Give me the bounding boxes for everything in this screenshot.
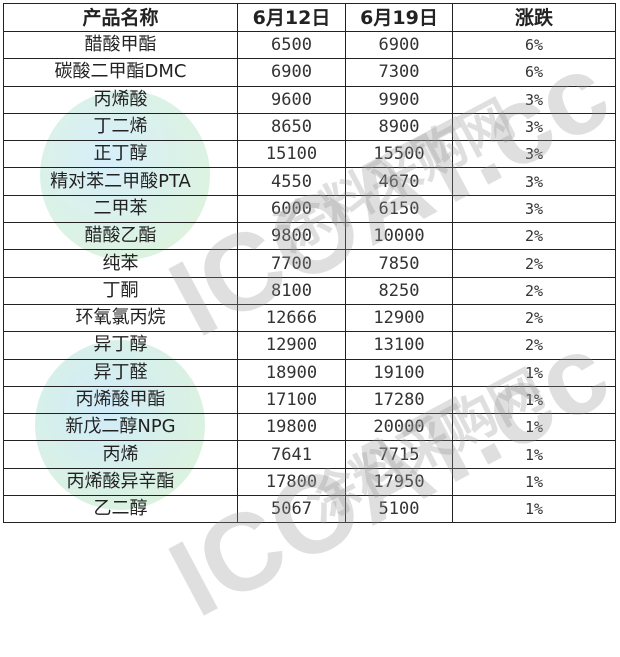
product-name: 丙烯酸 — [3, 85, 238, 114]
price-jun19: 10000 — [345, 222, 453, 251]
change-percent: 1% — [452, 440, 616, 469]
product-name: 碳酸二甲酯DMC — [3, 58, 238, 87]
change-percent: 1% — [452, 358, 616, 387]
product-name: 精对苯二甲酸PTA — [3, 167, 238, 196]
price-jun19: 8250 — [345, 276, 453, 305]
price-jun19: 6150 — [345, 194, 453, 224]
product-name: 异丁醛 — [3, 358, 238, 387]
table-row: 二甲苯 6000 6150 3% — [3, 194, 616, 224]
change-percent: 2% — [452, 276, 616, 305]
table-row: 丙烯 7641 7715 1% — [3, 440, 616, 469]
price-jun12: 18900 — [237, 358, 346, 387]
table-row: 乙二醇 5067 5100 1% — [3, 495, 616, 524]
header-date-2: 6月19日 — [345, 3, 453, 32]
change-percent: 6% — [452, 58, 616, 87]
watermark: ICOAT.cc — [150, 308, 620, 641]
table-row: 醋酸甲酯 6500 6900 6% — [3, 30, 616, 60]
table-row: 异丁醛 18900 19100 1% — [3, 358, 616, 387]
price-jun12: 19800 — [237, 413, 346, 442]
price-jun19: 7850 — [345, 249, 453, 278]
price-jun19: 12900 — [345, 303, 453, 333]
price-jun12: 12900 — [237, 331, 346, 360]
product-name: 新戊二醇NPG — [3, 413, 238, 442]
change-percent: 2% — [452, 249, 616, 278]
price-table: 产品名称 6月12日 6月19日 涨跌 醋酸甲酯 6500 6900 6% 碳酸二甲酯D… — [3, 3, 616, 524]
header-row: 产品名称 6月12日 6月19日 涨跌 — [3, 3, 616, 32]
price-jun12: 9600 — [237, 85, 346, 114]
price-jun12: 8650 — [237, 112, 346, 142]
price-jun12: 4550 — [237, 167, 346, 196]
table-row: 碳酸二甲酯DMC 6900 7300 6% — [3, 58, 616, 87]
price-jun19: 6900 — [345, 30, 453, 60]
change-percent: 3% — [452, 85, 616, 114]
price-jun12: 5067 — [237, 495, 346, 524]
change-percent: 3% — [452, 112, 616, 142]
product-name: 乙二醇 — [3, 495, 238, 524]
product-name: 丙烯酸甲酯 — [3, 385, 238, 415]
header-change: 涨跌 — [452, 3, 616, 32]
product-name: 丙烯 — [3, 440, 238, 469]
product-name: 二甲苯 — [3, 194, 238, 224]
price-jun12: 6000 — [237, 194, 346, 224]
price-jun19: 5100 — [345, 495, 453, 524]
header-date-1: 6月12日 — [237, 3, 346, 32]
product-name: 异丁醇 — [3, 331, 238, 360]
price-jun19: 13100 — [345, 331, 453, 360]
product-name: 醋酸乙酯 — [3, 222, 238, 251]
table-row: 纯苯 7700 7850 2% — [3, 249, 616, 278]
table-row: 新戊二醇NPG 19800 20000 1% — [3, 413, 616, 442]
price-jun12: 8100 — [237, 276, 346, 305]
table-row: 精对苯二甲酸PTA 4550 4670 3% — [3, 167, 616, 196]
header-product-name: 产品名称 — [3, 3, 238, 32]
price-jun19: 8900 — [345, 112, 453, 142]
price-jun19: 7715 — [345, 440, 453, 469]
product-name: 丁酮 — [3, 276, 238, 305]
change-percent: 1% — [452, 467, 616, 497]
price-jun19: 17950 — [345, 467, 453, 497]
change-percent: 2% — [452, 331, 616, 360]
change-percent: 1% — [452, 413, 616, 442]
price-jun19: 4670 — [345, 167, 453, 196]
product-name: 丙烯酸异辛酯 — [3, 467, 238, 497]
change-percent: 2% — [452, 222, 616, 251]
table-row: 丙烯酸异辛酯 17800 17950 1% — [3, 467, 616, 497]
price-jun19: 7300 — [345, 58, 453, 87]
table-row: 丁酮 8100 8250 2% — [3, 276, 616, 305]
price-jun12: 17100 — [237, 385, 346, 415]
change-percent: 6% — [452, 30, 616, 60]
price-jun12: 15100 — [237, 140, 346, 169]
product-name: 正丁醇 — [3, 140, 238, 169]
price-jun19: 9900 — [345, 85, 453, 114]
price-jun12: 9800 — [237, 222, 346, 251]
price-jun19: 19100 — [345, 358, 453, 387]
price-jun19: 15500 — [345, 140, 453, 169]
change-percent: 3% — [452, 167, 616, 196]
table-row: 丁二烯 8650 8900 3% — [3, 112, 616, 142]
price-jun12: 12666 — [237, 303, 346, 333]
price-jun19: 17280 — [345, 385, 453, 415]
change-percent: 2% — [452, 303, 616, 333]
table-row: 丙烯酸 9600 9900 3% — [3, 85, 616, 114]
change-percent: 1% — [452, 385, 616, 415]
price-jun12: 7641 — [237, 440, 346, 469]
change-percent: 3% — [452, 140, 616, 169]
price-jun12: 6500 — [237, 30, 346, 60]
product-name: 丁二烯 — [3, 112, 238, 142]
price-jun19: 20000 — [345, 413, 453, 442]
product-name: 醋酸甲酯 — [3, 30, 238, 60]
table-row: 正丁醇 15100 15500 3% — [3, 140, 616, 169]
table-row: 环氧氯丙烷 12666 12900 2% — [3, 303, 616, 333]
table-row: 异丁醇 12900 13100 2% — [3, 331, 616, 360]
product-name: 环氧氯丙烷 — [3, 303, 238, 333]
price-jun12: 6900 — [237, 58, 346, 87]
change-percent: 3% — [452, 194, 616, 224]
table-row: 醋酸乙酯 9800 10000 2% — [3, 222, 616, 251]
table-row: 丙烯酸甲酯 17100 17280 1% — [3, 385, 616, 415]
price-jun12: 7700 — [237, 249, 346, 278]
price-jun12: 17800 — [237, 467, 346, 497]
change-percent: 1% — [452, 495, 616, 524]
product-name: 纯苯 — [3, 249, 238, 278]
